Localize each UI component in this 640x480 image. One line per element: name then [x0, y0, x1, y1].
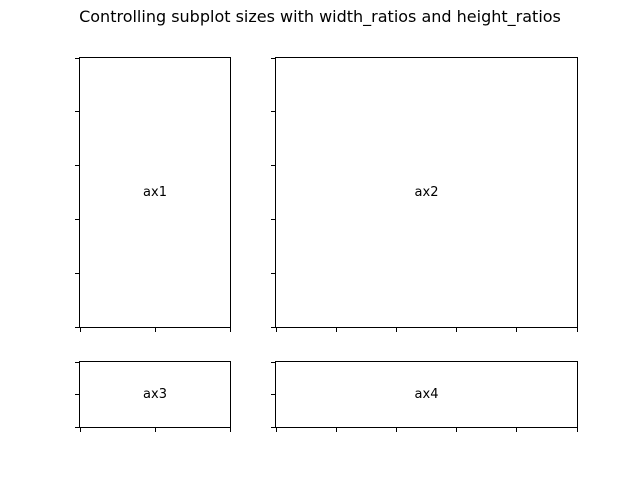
y-tick-mark	[75, 165, 79, 167]
x-tick-mark	[576, 328, 578, 332]
x-tick-mark	[516, 428, 518, 432]
x-tick-mark	[229, 428, 231, 432]
y-tick-mark	[75, 361, 79, 363]
x-tick-mark	[335, 428, 337, 432]
y-tick-mark	[271, 326, 275, 328]
y-tick-mark	[271, 218, 275, 220]
subplot-ax4-label: ax4	[414, 387, 439, 402]
x-tick-mark	[456, 428, 458, 432]
x-tick-mark	[516, 328, 518, 332]
y-tick-mark	[271, 272, 275, 274]
y-tick-mark	[75, 394, 79, 395]
y-tick-mark	[75, 272, 79, 274]
y-tick-mark	[75, 57, 79, 59]
subplot-ax1: ax1	[75, 57, 231, 332]
subplot-ax3: ax3	[75, 361, 231, 432]
y-tick-mark	[75, 426, 79, 428]
y-tick-mark	[271, 111, 275, 113]
x-tick-mark	[275, 428, 277, 432]
x-tick-mark	[335, 328, 337, 332]
x-tick-mark	[395, 428, 397, 432]
x-tick-mark	[229, 328, 231, 332]
y-tick-mark	[271, 394, 275, 395]
y-tick-mark	[75, 218, 79, 220]
x-tick-mark	[79, 428, 81, 432]
y-tick-mark	[271, 426, 275, 428]
x-tick-mark	[456, 328, 458, 332]
subplot-ax2-label: ax2	[414, 185, 439, 200]
x-tick-mark	[154, 328, 156, 332]
x-tick-mark	[154, 428, 156, 432]
subplot-ax2: ax2	[271, 57, 578, 332]
y-tick-mark	[271, 57, 275, 59]
x-tick-mark	[576, 428, 578, 432]
y-tick-mark	[75, 326, 79, 328]
subplot-ax4: ax4	[271, 361, 578, 432]
y-tick-mark	[271, 361, 275, 363]
x-tick-mark	[79, 328, 81, 332]
figure-title: Controlling subplot sizes with width_rat…	[79, 7, 561, 26]
y-tick-mark	[75, 111, 79, 113]
subplot-ax3-label: ax3	[143, 387, 167, 402]
y-tick-mark	[271, 165, 275, 167]
subplot-ax1-label: ax1	[143, 185, 167, 200]
x-tick-mark	[275, 328, 277, 332]
x-tick-mark	[395, 328, 397, 332]
